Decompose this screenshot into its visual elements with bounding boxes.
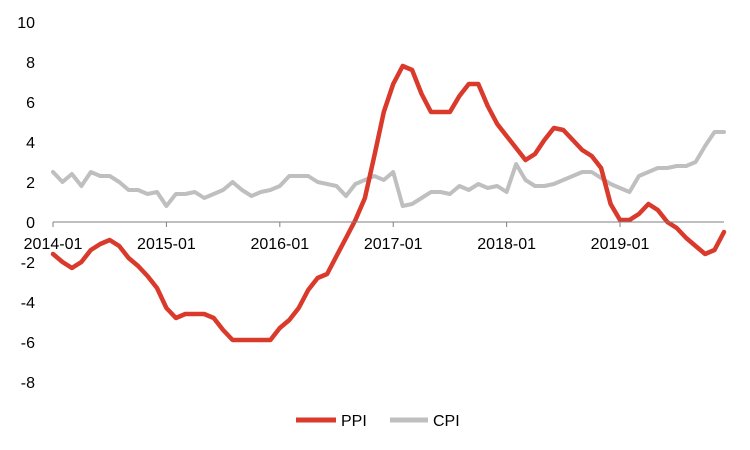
series-line-cpi bbox=[51, 130, 726, 208]
y-tick-label: 0 bbox=[26, 215, 35, 232]
y-tick-label: 6 bbox=[26, 95, 35, 112]
legend-label-ppi: PPI bbox=[341, 413, 367, 430]
y-tick-label: -6 bbox=[21, 335, 35, 352]
x-axis-tick-labels: 2014-01 2015-01 2016-01 2017-01 2018-01 2019-… bbox=[24, 236, 650, 253]
x-tick-label: 2018-01 bbox=[477, 236, 536, 253]
series-line-ppi bbox=[50, 63, 727, 343]
x-tick-label: 2014-01 bbox=[24, 236, 83, 253]
x-tick-label: 2016-01 bbox=[250, 236, 309, 253]
legend-label-cpi: CPI bbox=[433, 413, 460, 430]
y-tick-label: -2 bbox=[21, 255, 35, 272]
x-tick-label: 2019-01 bbox=[591, 236, 650, 253]
x-tick-label: 2015-01 bbox=[137, 236, 196, 253]
x-tick-label: 2017-01 bbox=[364, 236, 423, 253]
y-axis-tick-labels: 10 8 6 4 2 0 -2 -4 -6 -8 bbox=[17, 15, 35, 392]
y-tick-label: 8 bbox=[26, 55, 35, 72]
legend: PPI CPI bbox=[296, 413, 460, 430]
y-tick-label: -8 bbox=[21, 375, 35, 392]
y-tick-label: 2 bbox=[26, 175, 35, 192]
series-lines bbox=[50, 63, 727, 343]
y-tick-label: -4 bbox=[21, 295, 35, 312]
x-axis-ticks bbox=[52, 222, 621, 227]
y-tick-label: 4 bbox=[26, 135, 35, 152]
y-tick-label: 10 bbox=[17, 15, 35, 32]
